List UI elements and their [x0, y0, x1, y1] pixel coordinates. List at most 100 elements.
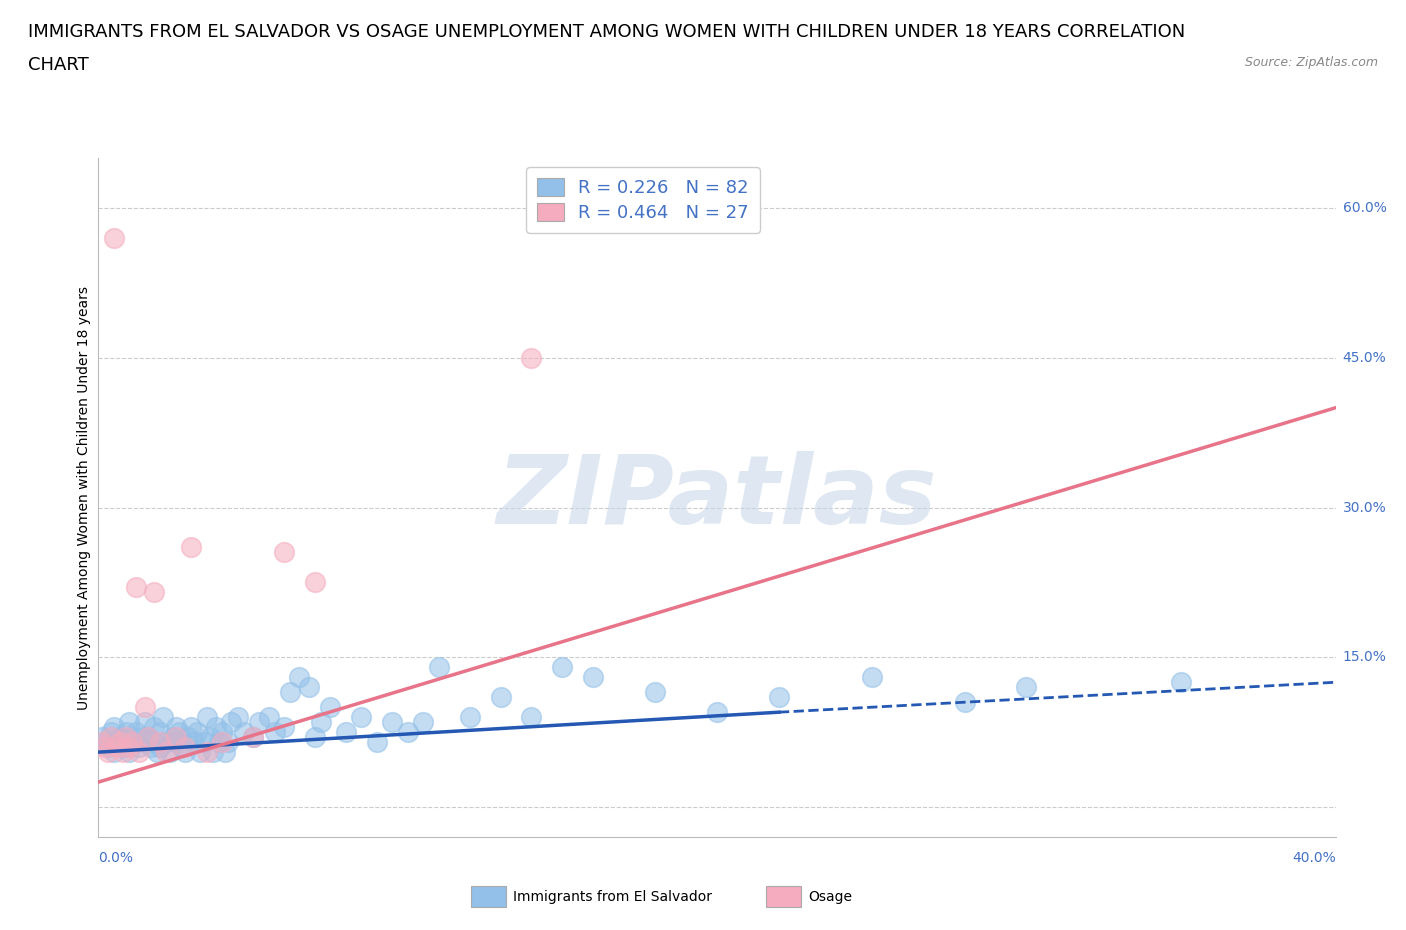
Point	[226, 710, 249, 724]
Point	[768, 690, 790, 705]
Point	[112, 739, 135, 754]
Point	[582, 670, 605, 684]
Text: 45.0%: 45.0%	[1343, 351, 1386, 365]
Point	[165, 735, 187, 750]
Point	[121, 730, 143, 745]
Point	[860, 670, 883, 684]
Point	[195, 710, 218, 724]
Point	[177, 730, 200, 745]
Point	[143, 585, 166, 600]
Point	[174, 739, 197, 754]
Point	[118, 739, 141, 754]
Point	[139, 739, 162, 754]
Point	[706, 705, 728, 720]
Point	[149, 739, 172, 754]
Point	[155, 735, 177, 750]
Point	[183, 735, 205, 750]
Point	[167, 724, 190, 739]
Point	[103, 745, 125, 760]
Legend: R = 0.226   N = 82, R = 0.464   N = 27: R = 0.226 N = 82, R = 0.464 N = 27	[526, 167, 759, 232]
Text: Immigrants from El Salvador: Immigrants from El Salvador	[513, 889, 713, 904]
Point	[128, 745, 150, 760]
Point	[121, 735, 143, 750]
Point	[304, 575, 326, 590]
Point	[208, 735, 231, 750]
Point	[124, 580, 146, 595]
Point	[128, 739, 150, 754]
Point	[190, 745, 212, 760]
Point	[180, 720, 202, 735]
Point	[193, 735, 215, 750]
Point	[100, 730, 122, 745]
Point	[242, 730, 264, 745]
Point	[149, 724, 172, 739]
Text: 60.0%: 60.0%	[1343, 201, 1386, 215]
Point	[134, 699, 156, 714]
Point	[273, 545, 295, 560]
Point	[165, 730, 187, 745]
Point	[319, 699, 342, 714]
Text: 0.0%: 0.0%	[98, 851, 134, 865]
Point	[97, 745, 120, 760]
Point	[304, 730, 326, 745]
Point	[551, 660, 574, 675]
Point	[412, 715, 434, 730]
Point	[134, 715, 156, 730]
Point	[174, 745, 197, 760]
Point	[118, 715, 141, 730]
Point	[350, 710, 373, 724]
Text: ZIPatlas: ZIPatlas	[496, 451, 938, 544]
Y-axis label: Unemployment Among Women with Children Under 18 years: Unemployment Among Women with Children U…	[77, 286, 91, 710]
Point	[263, 724, 285, 739]
Point	[165, 720, 187, 735]
Point	[217, 735, 239, 750]
Point	[180, 540, 202, 555]
Point	[186, 724, 208, 739]
Point	[247, 715, 270, 730]
Point	[1015, 680, 1038, 695]
Point	[105, 739, 128, 754]
Point	[124, 724, 146, 739]
Text: Osage: Osage	[808, 889, 852, 904]
Point	[214, 745, 236, 760]
Point	[108, 735, 131, 750]
Point	[427, 660, 450, 675]
Point	[278, 684, 301, 699]
Point	[149, 735, 172, 750]
Point	[170, 739, 193, 754]
Text: CHART: CHART	[28, 56, 89, 73]
Point	[159, 745, 181, 760]
Point	[644, 684, 666, 699]
Point	[489, 690, 512, 705]
Point	[520, 351, 543, 365]
Point	[155, 745, 177, 760]
Point	[211, 735, 233, 750]
Point	[198, 730, 221, 745]
Point	[90, 730, 112, 745]
Point	[93, 739, 115, 754]
Point	[115, 724, 138, 739]
Point	[221, 715, 243, 730]
Point	[257, 710, 280, 724]
Point	[152, 710, 174, 724]
Point	[298, 680, 321, 695]
Point	[335, 724, 357, 739]
Text: 30.0%: 30.0%	[1343, 500, 1386, 514]
Point	[105, 735, 128, 750]
Point	[103, 231, 125, 246]
Point	[136, 730, 159, 745]
Point	[1170, 675, 1192, 690]
Text: 15.0%: 15.0%	[1343, 650, 1386, 664]
Point	[211, 724, 233, 739]
Point	[103, 720, 125, 735]
Point	[115, 730, 138, 745]
Point	[953, 695, 976, 710]
Point	[273, 720, 295, 735]
Point	[118, 745, 141, 760]
Text: Source: ZipAtlas.com: Source: ZipAtlas.com	[1244, 56, 1378, 69]
Point	[205, 720, 228, 735]
Point	[131, 730, 153, 745]
Point	[381, 715, 404, 730]
Point	[458, 710, 481, 724]
Point	[288, 670, 311, 684]
